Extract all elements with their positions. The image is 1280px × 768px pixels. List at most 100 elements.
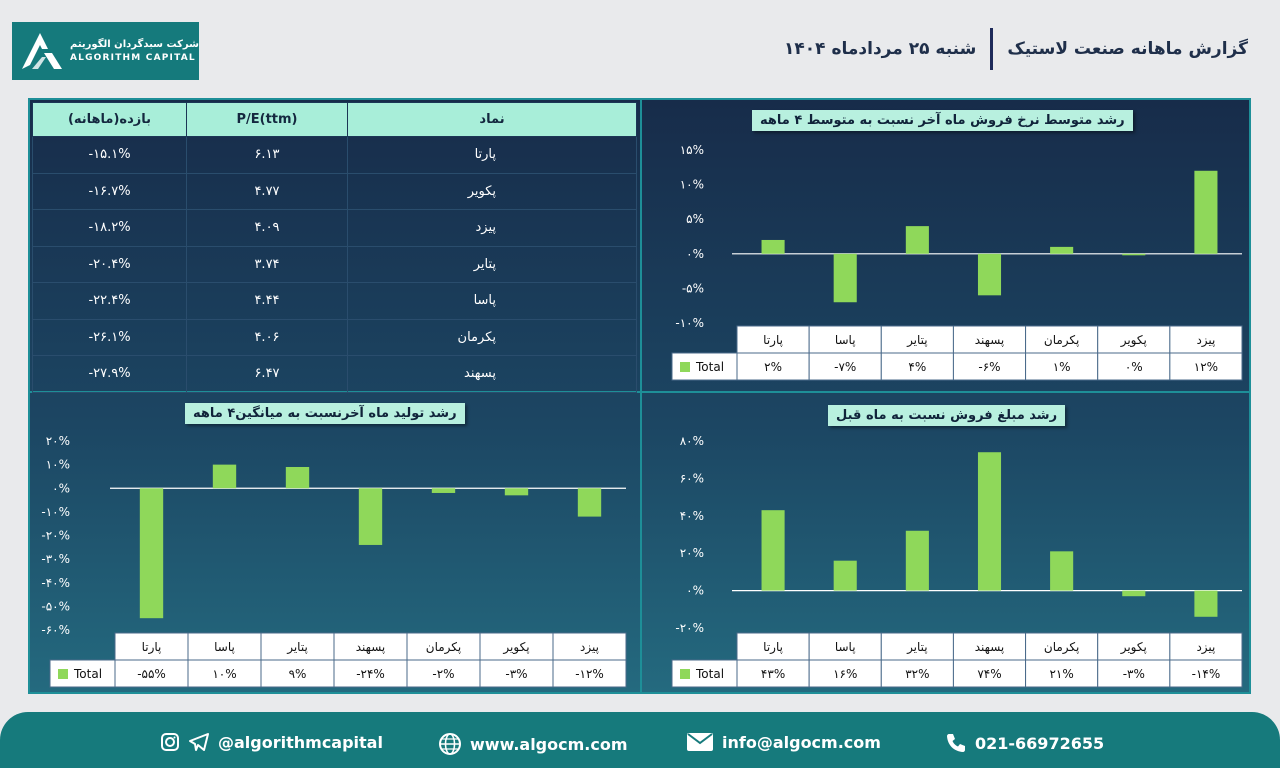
legend-label: Total	[695, 667, 724, 681]
telegram-icon	[189, 733, 209, 751]
social-contact[interactable]: @algorithmcapital	[160, 732, 383, 752]
value-cell	[880, 352, 954, 381]
table-row: -۱۵.۱% ۶.۱۳ پارتا	[32, 136, 637, 174]
production-growth-chart: رشد تولید ماه آخرنسبت به میانگین۴ ماهه ۲…	[30, 393, 640, 694]
bar-5	[1050, 246, 1074, 254]
bar-3	[285, 466, 310, 489]
bar-4	[358, 488, 383, 545]
data-label: ۱۶%	[833, 667, 857, 681]
globe-icon	[439, 733, 461, 755]
category-cell	[1169, 632, 1243, 661]
table-row: -۲۶.۱% ۴.۰۶ پکرمان	[32, 318, 637, 356]
dashboard-panel: بازده(ماهانه) P/E(ttm) نماد -۱۵.۱% ۶.۱۳ پا…	[28, 98, 1251, 694]
legend-label: Total	[695, 360, 724, 374]
category-label: پکرمان	[1044, 640, 1079, 655]
category-label: پکویر	[1120, 333, 1147, 348]
bar-5	[431, 488, 456, 493]
bar-1	[761, 239, 785, 254]
category-cell	[333, 632, 408, 661]
price-growth-chart: رشد متوسط نرخ فروش ماه آخر نسبت به متوسط…	[642, 100, 1251, 391]
y-tick-label: ۰%	[686, 247, 704, 261]
data-label: ۴%	[908, 360, 926, 374]
header-pe: P/E(ttm)	[186, 102, 348, 137]
data-label: ۷۴%	[977, 667, 1001, 681]
category-label: پاسا	[835, 333, 856, 347]
value-cell	[808, 659, 882, 688]
data-label: -۷%	[834, 360, 856, 374]
logo-persian-text: شرکت سبدگردان الگوریتم	[70, 39, 199, 50]
category-label: پیزد	[1196, 333, 1215, 348]
email-contact[interactable]: info@algocm.com	[686, 732, 881, 752]
bar-5	[1050, 551, 1074, 591]
value-cell	[952, 352, 1027, 381]
category-cell	[479, 632, 554, 661]
bar-1	[139, 488, 164, 619]
title-separator	[990, 28, 994, 70]
legend-label: Total	[73, 667, 102, 681]
bar-4	[977, 452, 1002, 591]
y-tick-label: -۶۰%	[41, 623, 70, 637]
category-cell	[552, 632, 627, 661]
table-header-row: بازده(ماهانه) P/E(ttm) نماد	[32, 102, 637, 137]
logo: شرکت سبدگردان الگوریتم ALGORITHM CAPITAL	[12, 22, 199, 80]
bar-6	[1122, 253, 1146, 256]
category-cell	[808, 632, 882, 661]
bar-7	[577, 488, 602, 517]
symbol-cell: پکرمان	[347, 318, 637, 356]
bar-2	[833, 253, 857, 303]
symbol-cell: پاسا	[347, 282, 637, 320]
legend-swatch	[58, 669, 68, 679]
y-tick-label: -۵%	[682, 281, 704, 295]
return-cell: -۱۵.۱%	[32, 136, 187, 174]
bar-1	[761, 510, 785, 591]
y-tick-label: -۱۰%	[41, 505, 70, 519]
website-url: www.algocm.com	[470, 734, 628, 754]
phone-contact[interactable]: 021-66972655	[945, 732, 1104, 754]
y-tick-label: ۰%	[686, 584, 704, 598]
chart-title: رشد تولید ماه آخرنسبت به میانگین۴ ماهه	[185, 403, 465, 424]
value-cell	[187, 659, 262, 688]
return-cell: -۲۰.۴%	[32, 245, 187, 283]
data-label: -۱۲%	[575, 667, 604, 681]
y-tick-label: ۵%	[686, 212, 704, 226]
data-label: -۶%	[978, 360, 1000, 374]
data-label: -۵۵%	[137, 667, 166, 681]
pe-table: بازده(ماهانه) P/E(ttm) نماد -۱۵.۱% ۶.۱۳ پا…	[32, 102, 637, 393]
chart-title: رشد متوسط نرخ فروش ماه آخر نسبت به متوسط…	[752, 110, 1133, 131]
y-tick-label: -۱۰%	[675, 316, 704, 330]
sales-amount-svg: ۸۰% ۶۰% ۴۰% ۲۰% ۰% -۲۰% پارتا پاسا پتایر پسهند پکر…	[671, 434, 1243, 688]
y-tick-label: -۳۰%	[41, 552, 70, 566]
pe-cell: ۴.۰۹	[186, 209, 348, 247]
symbol-cell: پکویر	[347, 172, 637, 210]
pe-cell: ۴.۴۴	[186, 282, 348, 320]
bar-6	[504, 488, 529, 496]
report-date: شنبه ۲۵ مردادماه ۱۴۰۴	[784, 39, 977, 59]
email-address: info@algocm.com	[722, 732, 881, 752]
header-symbol: نماد	[347, 102, 637, 137]
y-tick-label: ۴۰%	[680, 509, 704, 523]
data-label: ۹%	[289, 667, 307, 681]
data-label: -۱۴%	[1192, 667, 1221, 681]
bar-4	[977, 253, 1002, 296]
data-label: ۳۲%	[905, 667, 929, 681]
return-cell: -۱۶.۷%	[32, 172, 187, 210]
category-label: پارتا	[763, 640, 783, 655]
value-cell	[880, 659, 954, 688]
data-label: ۴۳%	[761, 667, 785, 681]
y-tick-label: -۲۰%	[675, 621, 704, 635]
category-cell	[260, 632, 335, 661]
price-growth-svg: ۱۵% ۱۰% ۵% ۰% -۵% -۱۰% پارتا پاسا پتایر پسهند پکرم…	[671, 143, 1243, 381]
pe-cell: ۳.۷۴	[186, 245, 348, 283]
category-label: پتایر	[906, 640, 928, 655]
value-cell	[552, 659, 627, 688]
data-label: -۲۴%	[356, 667, 385, 681]
website-contact[interactable]: www.algocm.com	[438, 732, 628, 756]
value-cell	[114, 659, 189, 688]
table-row: -۲۲.۴% ۴.۴۴ پاسا	[32, 282, 637, 320]
chart-title: رشد مبلغ فروش نسبت به ماه قبل	[828, 405, 1066, 426]
category-label: پیزد	[1196, 640, 1215, 655]
value-cell	[808, 352, 882, 381]
bar-6	[1122, 590, 1146, 597]
y-tick-label: ۶۰%	[680, 471, 704, 485]
category-label: پسهند	[975, 640, 1005, 654]
